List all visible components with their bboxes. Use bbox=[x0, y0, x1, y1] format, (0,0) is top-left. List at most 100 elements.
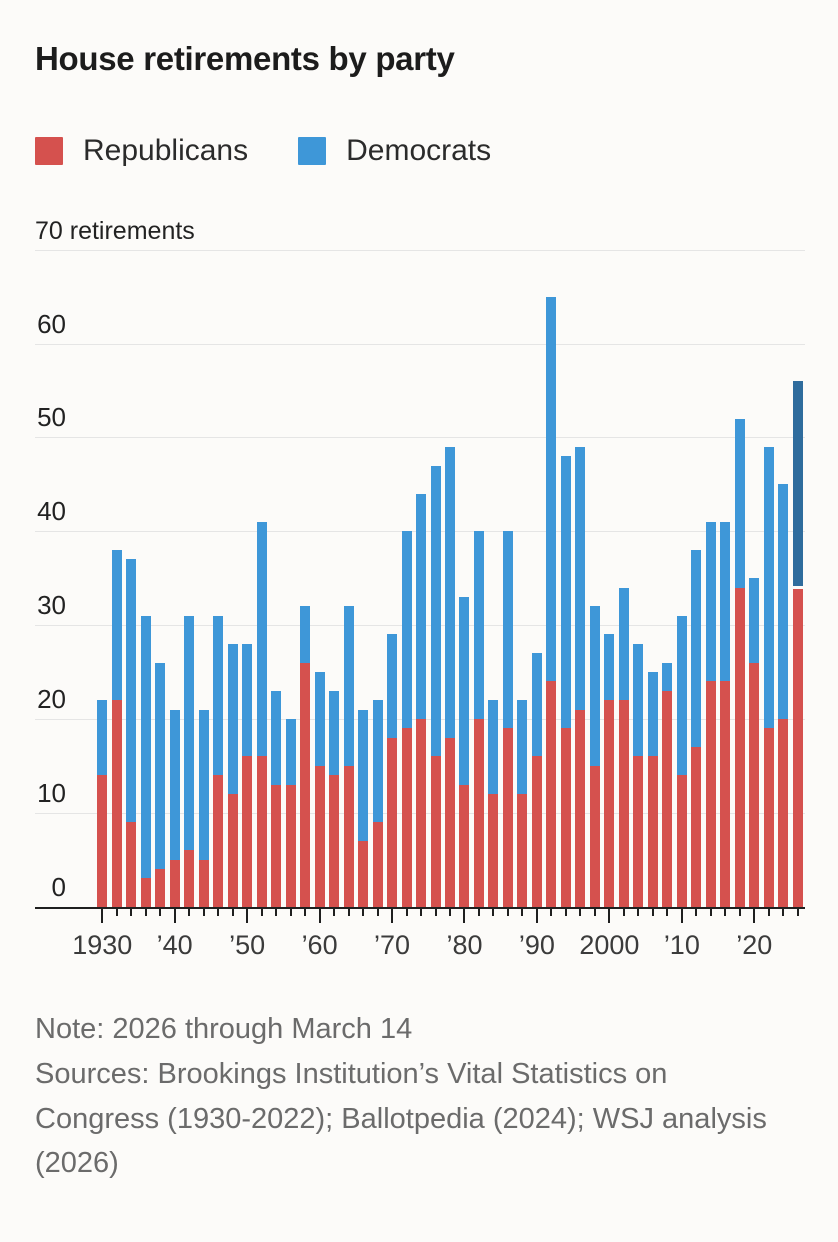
bar-1930-republicans bbox=[97, 775, 108, 907]
bar-1972-democrats bbox=[401, 531, 412, 729]
bar-1934-democrats bbox=[126, 559, 137, 823]
x-tick-1988 bbox=[521, 908, 524, 916]
bar-2024-democrats bbox=[778, 484, 789, 719]
bar-1958-republicans bbox=[300, 662, 311, 907]
legend-item-democrats: Democrats bbox=[298, 134, 491, 168]
bar-1968-democrats bbox=[372, 700, 383, 823]
y-axis-label-0: 0 bbox=[51, 871, 66, 902]
bar-1938-republicans bbox=[155, 869, 166, 907]
x-tick-1944 bbox=[202, 908, 205, 916]
x-axis-label-2020: ’20 bbox=[736, 929, 773, 960]
legend: Republicans Democrats bbox=[35, 133, 805, 169]
sources-line: Sources: Brookings Institution’s Vital S… bbox=[35, 1057, 767, 1180]
bar-1960-democrats bbox=[314, 672, 325, 766]
bar-2024-republicans bbox=[778, 718, 789, 907]
bar-1990-democrats bbox=[531, 653, 542, 757]
chart-footnote: Note: 2026 through March 14 Sources: Bro… bbox=[35, 1007, 770, 1187]
x-tick-2020 bbox=[753, 908, 756, 923]
bar-1956-democrats bbox=[285, 718, 296, 785]
bar-1940-democrats bbox=[169, 709, 180, 860]
x-tick-1998 bbox=[593, 908, 596, 916]
bar-1942-republicans bbox=[184, 850, 195, 907]
x-tick-1978 bbox=[449, 908, 451, 916]
x-tick-1966 bbox=[362, 908, 365, 916]
gridline-50 bbox=[35, 437, 805, 439]
bar-1952-republicans bbox=[256, 756, 267, 907]
x-tick-1948 bbox=[231, 908, 234, 916]
bar-2022-republicans bbox=[763, 728, 774, 907]
bar-1954-democrats bbox=[271, 690, 282, 785]
x-axis-label-1940: ’40 bbox=[156, 929, 193, 960]
bar-1948-republicans bbox=[227, 794, 238, 907]
bar-1992-republicans bbox=[546, 681, 557, 907]
x-axis-label-1970: ’70 bbox=[374, 929, 411, 960]
x-tick-1972 bbox=[405, 908, 408, 916]
x-axis-label-2010: ’10 bbox=[663, 929, 700, 960]
x-tick-1950 bbox=[246, 908, 249, 923]
page-title: House retirements by party bbox=[35, 40, 455, 77]
x-tick-1962 bbox=[333, 908, 336, 916]
x-tick-2002 bbox=[622, 908, 625, 916]
legend-item-republicans: Republicans bbox=[35, 134, 248, 168]
x-tick-2000 bbox=[608, 908, 611, 923]
bar-1982-republicans bbox=[473, 718, 484, 907]
bar-2002-democrats bbox=[618, 587, 629, 701]
bar-1952-democrats bbox=[256, 521, 267, 757]
x-tick-1996 bbox=[579, 908, 582, 916]
bar-1988-republicans bbox=[517, 794, 528, 907]
x-tick-2018 bbox=[738, 908, 741, 916]
x-tick-1942 bbox=[188, 908, 191, 916]
x-tick-2016 bbox=[724, 908, 727, 916]
bar-1936-republicans bbox=[140, 878, 151, 907]
democrats-swatch-icon bbox=[298, 136, 327, 165]
bar-1944-democrats bbox=[198, 709, 209, 860]
bar-1980-democrats bbox=[459, 596, 470, 785]
x-tick-1934 bbox=[130, 908, 133, 916]
bar-1978-republicans bbox=[445, 737, 455, 907]
x-tick-1970 bbox=[391, 908, 394, 923]
bar-1986-republicans bbox=[502, 728, 513, 907]
x-tick-2026 bbox=[796, 908, 799, 916]
bar-1998-democrats bbox=[589, 606, 600, 766]
bar-1932-democrats bbox=[111, 550, 122, 701]
x-tick-1958 bbox=[304, 908, 307, 916]
x-tick-1938 bbox=[159, 908, 162, 916]
bar-1996-democrats bbox=[575, 446, 586, 710]
bar-2010-democrats bbox=[676, 615, 687, 776]
bar-1970-democrats bbox=[387, 634, 398, 738]
x-tick-2014 bbox=[709, 908, 712, 916]
x-tick-1964 bbox=[347, 908, 350, 916]
bar-1958-democrats bbox=[300, 606, 311, 663]
bar-1964-republicans bbox=[343, 765, 354, 907]
bar-1974-republicans bbox=[416, 718, 427, 907]
gridline-70 bbox=[35, 249, 805, 251]
x-tick-1940 bbox=[173, 908, 176, 923]
bar-1960-republicans bbox=[314, 765, 325, 907]
bar-2026-republicans bbox=[792, 587, 803, 907]
bar-2018-republicans bbox=[734, 587, 745, 907]
x-axis-label-1930: 1930 bbox=[72, 929, 133, 960]
bar-2004-democrats bbox=[633, 643, 644, 757]
x-tick-1936 bbox=[144, 908, 147, 916]
x-tick-1986 bbox=[506, 908, 509, 916]
bar-1976-republicans bbox=[430, 756, 441, 907]
bar-1962-republicans bbox=[329, 775, 340, 907]
bar-1930-democrats bbox=[97, 700, 108, 776]
bar-1974-democrats bbox=[416, 493, 427, 719]
x-tick-2008 bbox=[666, 908, 669, 916]
bar-1940-republicans bbox=[169, 859, 180, 907]
x-tick-2022 bbox=[767, 908, 770, 916]
x-tick-2012 bbox=[695, 908, 698, 916]
bar-1968-republicans bbox=[372, 822, 383, 907]
bar-2022-democrats bbox=[763, 446, 774, 729]
x-tick-2024 bbox=[782, 908, 785, 916]
y-axis-label-40: 40 bbox=[37, 496, 66, 527]
bar-1978-democrats bbox=[445, 446, 455, 738]
bar-1994-republicans bbox=[560, 728, 571, 907]
bar-1950-democrats bbox=[242, 643, 253, 757]
x-tick-1952 bbox=[260, 908, 263, 916]
bar-1976-democrats bbox=[430, 465, 441, 757]
bar-2008-democrats bbox=[662, 662, 673, 691]
y-axis-label-60: 60 bbox=[37, 308, 66, 339]
bar-2012-republicans bbox=[691, 747, 702, 907]
